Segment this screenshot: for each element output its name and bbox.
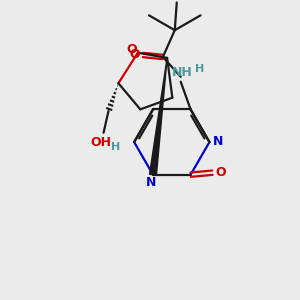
Text: OH: OH bbox=[90, 136, 111, 149]
Text: N: N bbox=[213, 135, 224, 148]
Text: O: O bbox=[215, 166, 226, 179]
Text: H: H bbox=[111, 142, 120, 152]
Text: O: O bbox=[127, 43, 137, 56]
Text: NH: NH bbox=[172, 66, 193, 79]
Text: N: N bbox=[146, 176, 156, 189]
Text: O: O bbox=[130, 49, 140, 62]
Text: H: H bbox=[195, 64, 204, 74]
Polygon shape bbox=[149, 58, 167, 175]
